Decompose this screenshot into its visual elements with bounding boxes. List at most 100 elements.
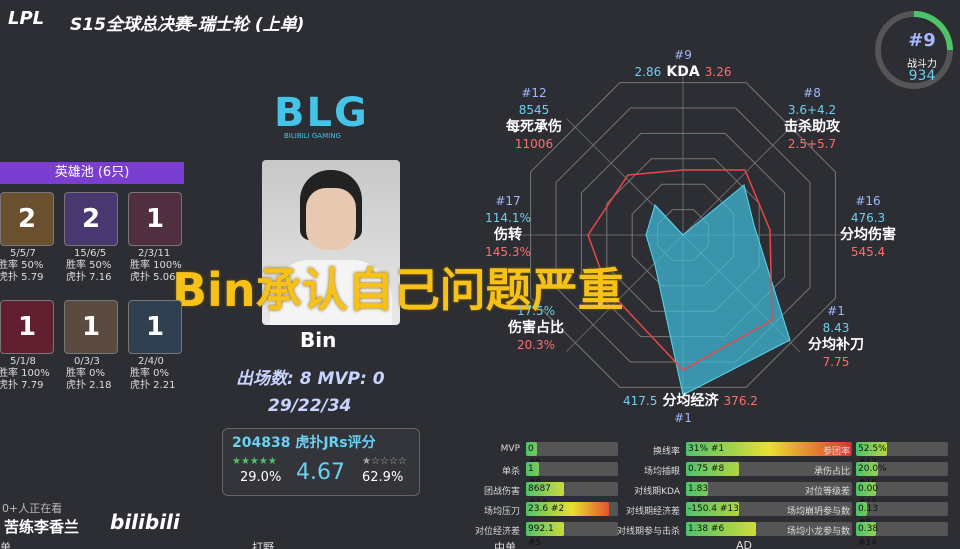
team-name: BILIBILI GAMING [284, 132, 341, 140]
rating-stars-low: ★☆☆☆☆ [362, 456, 407, 467]
stat-label: 对位经济差 [474, 527, 520, 537]
stat-label: 对线期参与击杀 [616, 527, 680, 537]
stat-bar-track [686, 482, 852, 496]
stat-bar: 0.13 #8 [856, 502, 879, 528]
axis-name: 分均补刀 [808, 337, 864, 353]
hero-kda: 2/3/11 [138, 248, 171, 259]
hero-win-rate: 胜率 50% [66, 260, 112, 271]
axis-value: 8545 [518, 103, 550, 117]
hero-hupu: 虎扑 7.79 [0, 380, 44, 391]
hero-win-rate: 胜率 50% [0, 260, 44, 271]
stat-label: 团战伤害 [483, 487, 520, 497]
rating-box [222, 428, 420, 496]
hero-hupu: 虎扑 5.79 [0, 272, 44, 283]
axis-average: 545.4 [850, 245, 886, 259]
axis-name: 分均经济 [662, 393, 719, 409]
axis-value: 417.5 [623, 394, 658, 408]
radar-ring [530, 82, 836, 388]
axis-average: 2.5+5.7 [787, 137, 837, 151]
radar-axis-label: #12 8545 每死承伤 11006 [474, 84, 594, 152]
player-kda: 29/22/34 [268, 396, 352, 416]
stat-bar: 1.38 #6 [686, 522, 756, 536]
rating-high-share: 62.9% [362, 470, 404, 485]
stat-label: 单杀 [501, 467, 520, 477]
player-polygon [645, 184, 791, 396]
hero-kda: 5/5/7 [10, 248, 36, 259]
power-rank: #9 [908, 30, 936, 51]
radar-ring [580, 132, 786, 338]
stat-bar-track [856, 462, 948, 476]
hero-kda: 2/4/0 [138, 356, 164, 367]
power-label: 战斗力 [907, 59, 937, 70]
stat-bar-track [526, 462, 618, 476]
stat-label: MVP [500, 444, 520, 454]
power-value: 934 [908, 68, 936, 84]
radar-axis-label: 17.5% 伤害占比 20.3% [476, 302, 596, 353]
stat-bar: 52.5% #12 [856, 442, 887, 468]
radar-axis-label: #8 3.6+4.2 击杀助攻 2.5+5.7 [752, 84, 872, 152]
tab: 打野 [252, 541, 274, 549]
player-stats: 出场数: 8 MVP: 0 [236, 369, 385, 389]
stat-label: 场均压刀 [483, 507, 520, 517]
stat-bar: 31% #1 [686, 442, 852, 456]
axis-name: 击杀助攻 [784, 119, 840, 135]
stat-label: 场均小龙参与数 [786, 527, 850, 537]
axis-rank: #17 [495, 194, 521, 208]
hero-icon: 1 [0, 300, 54, 354]
hero-win-rate: 胜率 100% [0, 368, 50, 379]
radar-axis-label: #16 476.3 分均伤害 545.4 [808, 192, 928, 260]
rating-low-share: 29.0% [240, 470, 282, 485]
axis-rank: #8 [803, 86, 821, 100]
tab: 单 [0, 541, 11, 549]
average-polygon [587, 169, 773, 371]
stat-bar: 8687 #14 [526, 482, 564, 508]
stat-label: 对线期KDA [634, 487, 680, 497]
axis-average: 11006 [514, 137, 554, 151]
axis-rank: #12 [521, 86, 547, 100]
axis-value: 17.5% [516, 304, 556, 318]
stat-bar-track [856, 522, 948, 536]
radar-axis-label: #9 2.86 KDA 3.26 [623, 46, 743, 80]
stat-bar-track [526, 442, 618, 456]
stat-label: 场均崩坍参与数 [786, 507, 850, 517]
stat-label: 参团率 [822, 447, 850, 457]
hero-icon: 2 [64, 192, 118, 246]
stat-bar-track [856, 482, 948, 496]
hero-kda: 15/6/5 [74, 248, 107, 259]
rating-title: 204838 虎扑JRs评分 [232, 435, 376, 451]
rating-stars-high: ★★★★★ [232, 456, 277, 467]
hero-hupu: 虎扑 5.06 [130, 272, 176, 283]
hero-hupu: 虎扑 2.18 [66, 380, 112, 391]
league-logo: LPL [8, 8, 45, 29]
axis-average: 3.26 [704, 65, 732, 79]
stat-bar: 0.75 #8 [686, 462, 739, 476]
stat-bar: 20.0% #16 [856, 462, 887, 488]
axis-rank: #9 [674, 48, 692, 62]
tab: 中单 [494, 541, 516, 549]
axis-value: 2.86 [634, 65, 662, 79]
stat-bar: 0.38 #14 [856, 522, 879, 548]
radar-axis-label: 417.5 分均经济 376.2 #1 [623, 392, 758, 426]
power-ring [875, 11, 953, 89]
axis-rank: #16 [855, 194, 881, 208]
axis-average: 7.75 [822, 355, 850, 369]
player-name: Bin [300, 328, 337, 352]
axis-name: 每死承伤 [506, 119, 562, 135]
caption: Bin承认自己问题严重 [172, 263, 624, 317]
axis-average: 145.3% [485, 245, 531, 259]
axis-value: 114.1% [485, 211, 531, 225]
hero-win-rate: 胜率 0% [130, 368, 170, 379]
axis-value: 3.6+4.2 [787, 103, 837, 117]
viewer-count: 0+人正在看 [2, 502, 63, 515]
radar-axis-label: #1 8.43 分均补刀 7.75 [776, 302, 896, 370]
axis-name: KDA [666, 64, 700, 80]
axis-name: 伤害占比 [508, 320, 564, 336]
stat-label: 对线期经济差 [625, 507, 680, 517]
axis-value: 476.3 [850, 211, 886, 225]
axis-name: 伤转 [494, 227, 522, 243]
axis-average: 20.3% [516, 338, 556, 352]
radar-axis-label: #17 114.1% 伤转 145.3% [448, 192, 568, 260]
hero-hupu: 虎扑 7.16 [66, 272, 112, 283]
rating-score: 4.67 [296, 460, 345, 485]
stat-bar: 992.1 #5 [526, 522, 564, 548]
